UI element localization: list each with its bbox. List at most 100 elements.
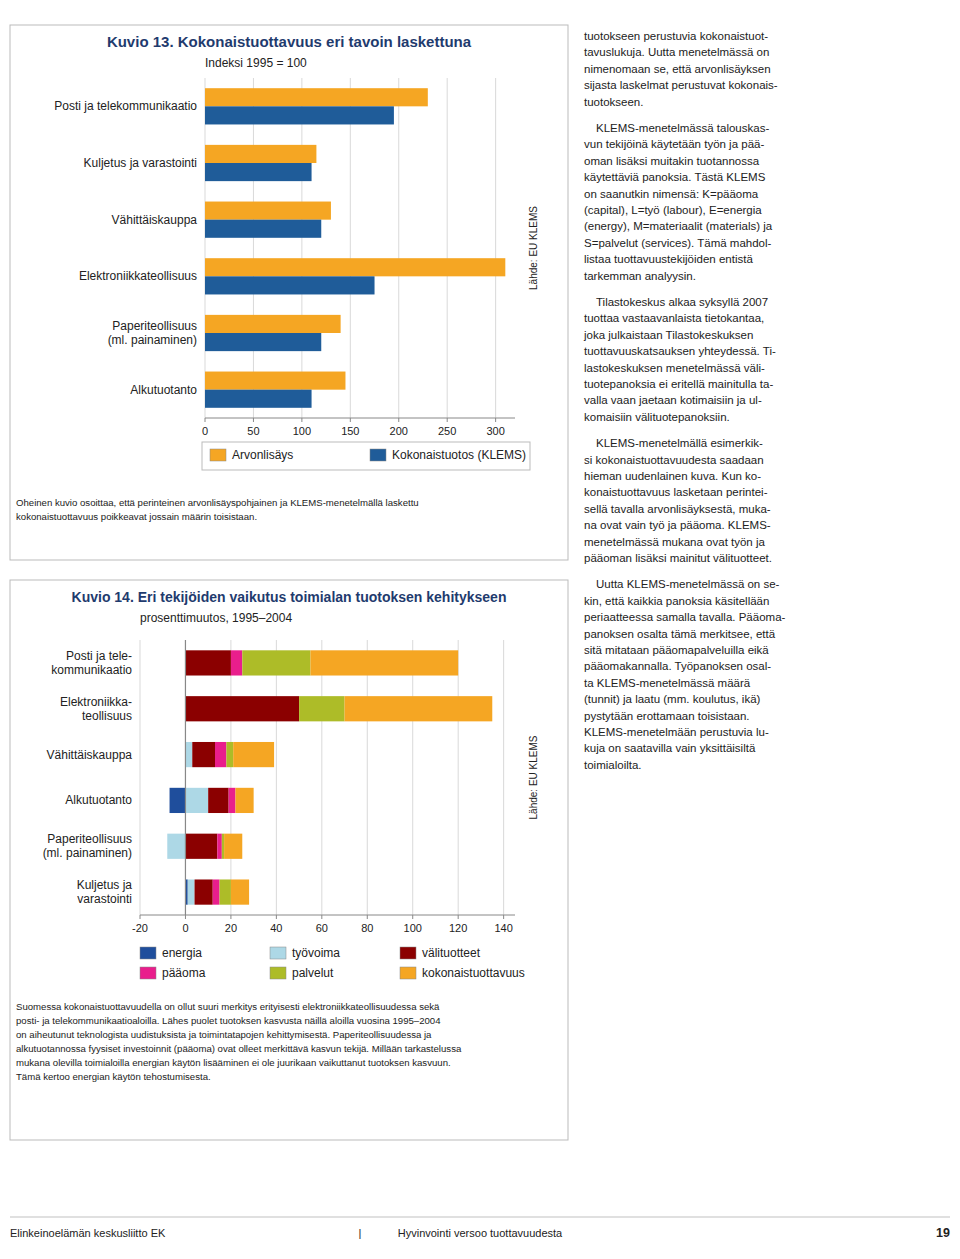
text-line: Uutta KLEMS-menetelmässä on se- [596,578,780,590]
legend-label: kokonaistuottavuus [422,966,525,980]
source-note: Lähde: EU KLEMS [528,206,539,290]
grid-line [185,640,186,915]
tick-mark [321,915,322,919]
text-line: alkutuotannossa fyysiset investoinnit (p… [16,1043,462,1054]
bar-segment [170,788,186,813]
grid-line [458,640,459,915]
grid-line [230,640,231,915]
text-line: na ovat vain työ ja pääoma. KLEMS- [584,519,771,531]
text-line: toimialoilta. [584,759,642,771]
legend-label: työvoima [292,946,340,960]
bars [205,88,505,408]
text-line: (ml. painaminen) [108,333,197,347]
text-line: Paperiteollisuus [47,832,132,846]
text-line: (tunnit) ja laatu (mm. koulutus, ikä) [584,693,761,705]
grid-line [321,640,322,915]
bar-segment [233,742,274,767]
text-line: si kokonaistuottavuudesta saadaan [584,454,764,466]
legend-swatch [210,449,226,461]
category-label: Posti ja tele-kommunikaatio [51,649,132,677]
category-label: Vähittäiskauppa [47,748,133,762]
text-line: Oheinen kuvio osoittaa, että perinteinen… [16,497,419,508]
legend-swatch [400,947,416,959]
chart-subtitle: Indeksi 1995 = 100 [205,56,307,70]
bar-segment [185,834,217,859]
text-line: Kuljetus ja [77,878,133,892]
text-line: Paperiteollisuus [112,319,197,333]
grid-line [350,78,351,418]
text-line: sijasta laskelmat perustuvat kokonais- [584,79,778,91]
bar [205,333,321,351]
text-line: pystytään erottamaan toisistaan. [584,710,750,722]
bar [205,88,428,106]
paragraph: KLEMS-menetelmässä talouskas-vun tekijöi… [584,122,773,282]
grid-line [301,78,302,418]
text-line: on aiheutunut teknologista uudistuksista… [16,1029,432,1040]
bar [205,163,312,181]
tick-label: 100 [293,425,311,437]
tick-mark [458,915,459,919]
bar-segment [217,834,222,859]
tick-mark [230,915,231,919]
legend-swatch [400,967,416,979]
bar-segment [226,742,233,767]
text-line: Posti ja telekommunikaatio [54,99,197,113]
tick-mark [412,915,413,919]
text-line: pääomakannalla. Työpanoksen osal- [584,660,771,672]
category-label: Kuljetus ja varastointi [84,156,197,170]
chart-frame [10,580,568,1140]
tick-mark [301,418,302,422]
text-line: tarkemman analyysin. [584,270,696,282]
paragraph: Uutta KLEMS-menetelmässä on se-kin, että… [584,578,786,770]
tick-label: 60 [316,922,328,934]
legend: ArvonlisäysKokonaistuotos (KLEMS) [202,442,530,470]
bar-segment [195,879,213,904]
bar-segment [185,650,230,675]
bar-segment [242,650,310,675]
text-line: Elektroniikka- [60,695,132,709]
text-line: ta KLEMS-menetelmässä määrä [584,677,751,689]
bar-segment [345,696,493,721]
grid-line [412,640,413,915]
text-line: tuotokseen. [584,96,643,108]
bar-segment [185,742,192,767]
text-line: Posti ja tele- [66,649,132,663]
legend-label: välituotteet [422,946,481,960]
text-line: panoksen osalta tämä merkitsee, että [584,628,776,640]
text-line: Tämä kertoo energian käytön tehostumises… [16,1071,211,1082]
bar [205,315,341,333]
text-line: käytettäviä panoksia. Tästä KLEMS [584,171,766,183]
text-line: kommunikaatio [51,663,132,677]
bar [205,390,312,408]
grid-line [447,78,448,418]
bar-segment [208,788,228,813]
grid-line [503,640,504,915]
footer-text: Elinkeinoelämän keskusliitto EK [10,1227,166,1239]
text-line: tuotepanoksia ei eritellä mainitulla ta- [584,378,773,390]
text-line: Alkutuotanto [65,793,132,807]
footer-text: 19 [936,1226,950,1240]
tick-mark [253,418,254,422]
legend-swatch [140,947,156,959]
text-line: S=palvelut (services). Tämä mahdol- [584,237,772,249]
tick-label: 0 [182,922,188,934]
text-line: on saanutkin nimensä: K=pääoma [584,188,759,200]
legend-label: Arvonlisäys [232,448,293,462]
footer-rule [10,1217,950,1218]
x-axis-line [205,418,515,419]
text-line: Indeksi 1995 = 100 [205,56,307,70]
bar-segment [188,879,195,904]
tick-mark [205,418,206,422]
bar [205,202,331,220]
chart: Kuvio 14. Eri tekijöiden vaikutus toimia… [10,580,568,1140]
text-line: joka julkaistaan Tilastokeskuksen [583,329,753,341]
text-line: Alkutuotanto [130,383,197,397]
grid-line [367,640,368,915]
chart-title: Kuvio 13. Kokonaistuottavuus eri tavoin … [107,33,472,50]
text-line: hieman uudenlainen kuva. Kun ko- [584,470,761,482]
text-line: Kuvio 14. Eri tekijöiden vaikutus toimia… [72,589,507,605]
bar-segment [310,650,458,675]
text-line: prosenttimuutos, 1995–2004 [140,611,292,625]
text-line: oman lisäksi muitakin tuotannossa [584,155,760,167]
bar [205,145,316,163]
